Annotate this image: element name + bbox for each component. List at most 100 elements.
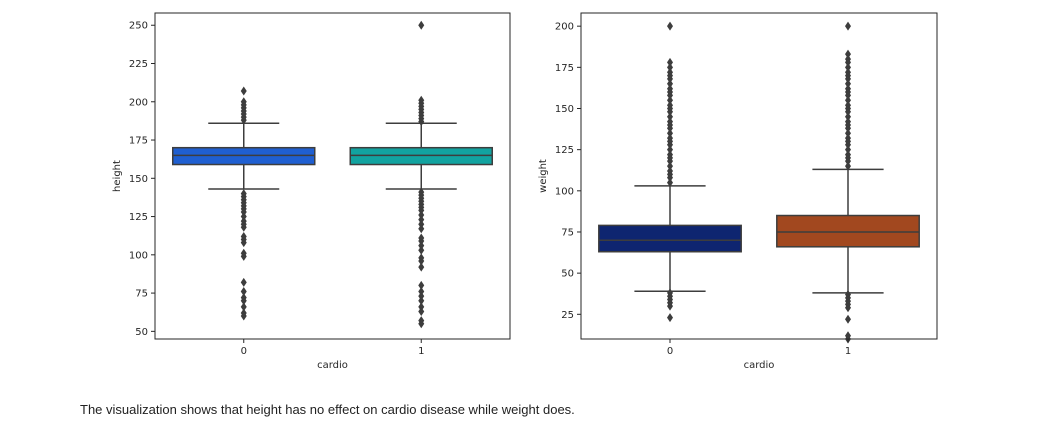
outlier-point xyxy=(418,215,425,225)
outlier-point xyxy=(240,287,247,297)
box-iqr xyxy=(172,146,316,166)
outlier-point xyxy=(418,219,425,229)
outlier-point xyxy=(418,210,425,220)
y-tick-label: 125 xyxy=(555,145,574,156)
outlier-point xyxy=(667,145,673,155)
outlier-point xyxy=(418,296,425,306)
outlier-point xyxy=(845,49,851,59)
x-axis-label: cardio xyxy=(317,360,348,371)
outlier-point xyxy=(418,245,425,255)
outlier-point xyxy=(418,319,425,329)
x-tick-label: 0 xyxy=(241,346,247,357)
plot-frame xyxy=(580,12,938,340)
y-tick-label: 250 xyxy=(129,21,148,32)
y-tick-label: 175 xyxy=(555,63,574,74)
y-tick-label: 75 xyxy=(135,289,148,300)
plot-frame xyxy=(154,12,511,340)
outlier-point xyxy=(845,303,851,313)
outlier-point xyxy=(667,301,673,311)
outlier-point xyxy=(418,291,425,301)
outlier-point xyxy=(418,224,425,234)
outlier-point xyxy=(845,74,851,84)
outlier-point xyxy=(667,79,673,89)
outlier-point xyxy=(845,112,851,122)
outlier-point xyxy=(845,123,851,133)
outlier-point xyxy=(667,74,673,84)
y-tick-label: 100 xyxy=(129,250,148,261)
outlier-point xyxy=(667,128,673,138)
outlier-point xyxy=(845,128,851,138)
outlier-point xyxy=(667,90,673,100)
outlier-point xyxy=(418,306,425,316)
outlier-point xyxy=(845,156,851,166)
outlier-point xyxy=(667,21,673,31)
outlier-point xyxy=(845,57,851,67)
box-1 xyxy=(776,21,920,344)
y-axis-label: weight xyxy=(538,159,549,193)
outlier-point xyxy=(240,212,247,222)
outlier-point xyxy=(667,123,673,133)
outlier-point xyxy=(418,262,425,272)
outlier-point xyxy=(667,95,673,105)
outlier-point xyxy=(418,236,425,246)
outlier-point xyxy=(667,156,673,166)
outlier-point xyxy=(418,287,425,297)
y-tick-label: 225 xyxy=(129,59,148,70)
outlier-point xyxy=(240,207,247,217)
outlier-point xyxy=(667,62,673,72)
outlier-point xyxy=(845,145,851,155)
y-tick-label: 100 xyxy=(555,186,574,197)
outlier-point xyxy=(667,112,673,122)
y-tick-label: 25 xyxy=(561,310,574,321)
outlier-point xyxy=(240,311,247,321)
outlier-point xyxy=(240,296,247,306)
outlier-point xyxy=(845,21,851,31)
outlier-point xyxy=(240,302,247,312)
outlier-point xyxy=(418,205,425,215)
x-tick-label: 0 xyxy=(667,346,673,357)
outlier-point xyxy=(418,20,425,30)
outlier-point xyxy=(240,86,247,96)
outlier-point xyxy=(667,313,673,323)
outlier-point xyxy=(667,140,673,150)
chart-panel-weight: 25 50 75 100 125 150 175 200 0 1 cardio weight xyxy=(538,12,938,371)
y-tick-label: 150 xyxy=(129,174,148,185)
box-0 xyxy=(598,21,742,323)
box-0 xyxy=(172,86,316,321)
y-tick-label: 50 xyxy=(135,327,148,338)
y-tick-label: 50 xyxy=(561,269,574,280)
outlier-point xyxy=(418,302,425,312)
outlier-point xyxy=(845,95,851,105)
outlier-point xyxy=(240,222,247,232)
box-iqr xyxy=(776,214,920,248)
outlier-point xyxy=(845,161,851,171)
chart-panel-height: 50 75 100 125 150 175 200 225 250 0 1 cardio height xyxy=(112,12,511,371)
y-tick-label: 150 xyxy=(555,104,574,115)
box-iqr xyxy=(349,146,493,166)
outlier-point xyxy=(845,140,851,150)
x-tick-label: 1 xyxy=(418,346,424,357)
outlier-point xyxy=(845,90,851,100)
outlier-point xyxy=(418,241,425,251)
outlier-point xyxy=(845,314,851,324)
x-tick-label: 1 xyxy=(845,346,851,357)
outlier-point xyxy=(240,277,247,287)
outlier-point xyxy=(845,107,851,117)
x-axis-label: cardio xyxy=(744,360,775,371)
outlier-point xyxy=(240,238,247,248)
y-tick-label: 200 xyxy=(555,22,574,33)
outlier-point xyxy=(418,280,425,290)
y-tick-label: 200 xyxy=(129,97,148,108)
outlier-point xyxy=(418,117,425,127)
outlier-point xyxy=(667,161,673,171)
y-axis-label: height xyxy=(112,160,123,192)
outlier-point xyxy=(667,57,673,67)
outlier-point xyxy=(845,79,851,89)
y-tick-label: 175 xyxy=(129,136,148,147)
outlier-point xyxy=(240,251,247,261)
outlier-point xyxy=(418,256,425,266)
box-iqr xyxy=(598,224,742,253)
box-1 xyxy=(349,20,493,329)
outlier-point xyxy=(667,107,673,117)
